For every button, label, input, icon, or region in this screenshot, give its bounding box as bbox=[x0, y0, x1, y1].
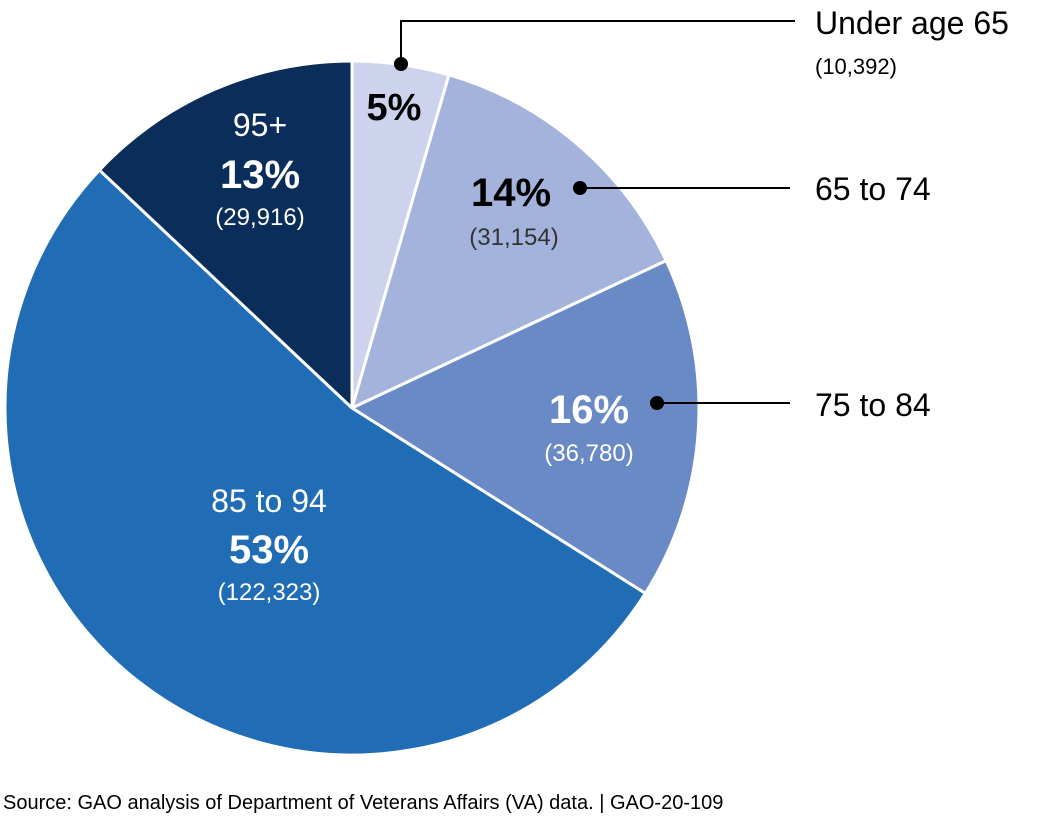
slice-label: 95+ bbox=[233, 107, 287, 143]
pie-slice-85-to-94 bbox=[3, 168, 647, 757]
slice-count-label: (36,780) bbox=[544, 440, 633, 467]
slice-percent-label: 14% bbox=[471, 171, 551, 215]
callout-count-label: (10,392) bbox=[815, 54, 897, 79]
slice-count-label: (122,323) bbox=[218, 579, 321, 606]
slice-count-label: (31,154) bbox=[469, 224, 558, 251]
pie-chart: 5% Under age 65 (10,392) 14% (31,154) 65 to 7… bbox=[3, 5, 1009, 757]
callout-label: Under age 65 bbox=[815, 5, 1009, 41]
callout-label: 75 to 84 bbox=[815, 387, 931, 423]
source-note: Source: GAO analysis of Department of Ve… bbox=[3, 792, 724, 814]
slice-percent-label: 5% bbox=[367, 87, 422, 129]
pie-slice-95 bbox=[97, 59, 354, 410]
slice-percent-label: 13% bbox=[220, 153, 300, 197]
slice-count-label: (29,916) bbox=[215, 204, 304, 231]
slice-percent-label: 53% bbox=[229, 528, 309, 572]
slice-percent-label: 16% bbox=[549, 388, 629, 432]
callout-leader-line bbox=[400, 20, 795, 64]
callout-label: 65 to 74 bbox=[815, 171, 931, 207]
pie-slice-65-to-74 bbox=[350, 73, 668, 410]
slice-label: 85 to 94 bbox=[211, 483, 327, 519]
pie-slice-75-to-84 bbox=[350, 259, 701, 595]
